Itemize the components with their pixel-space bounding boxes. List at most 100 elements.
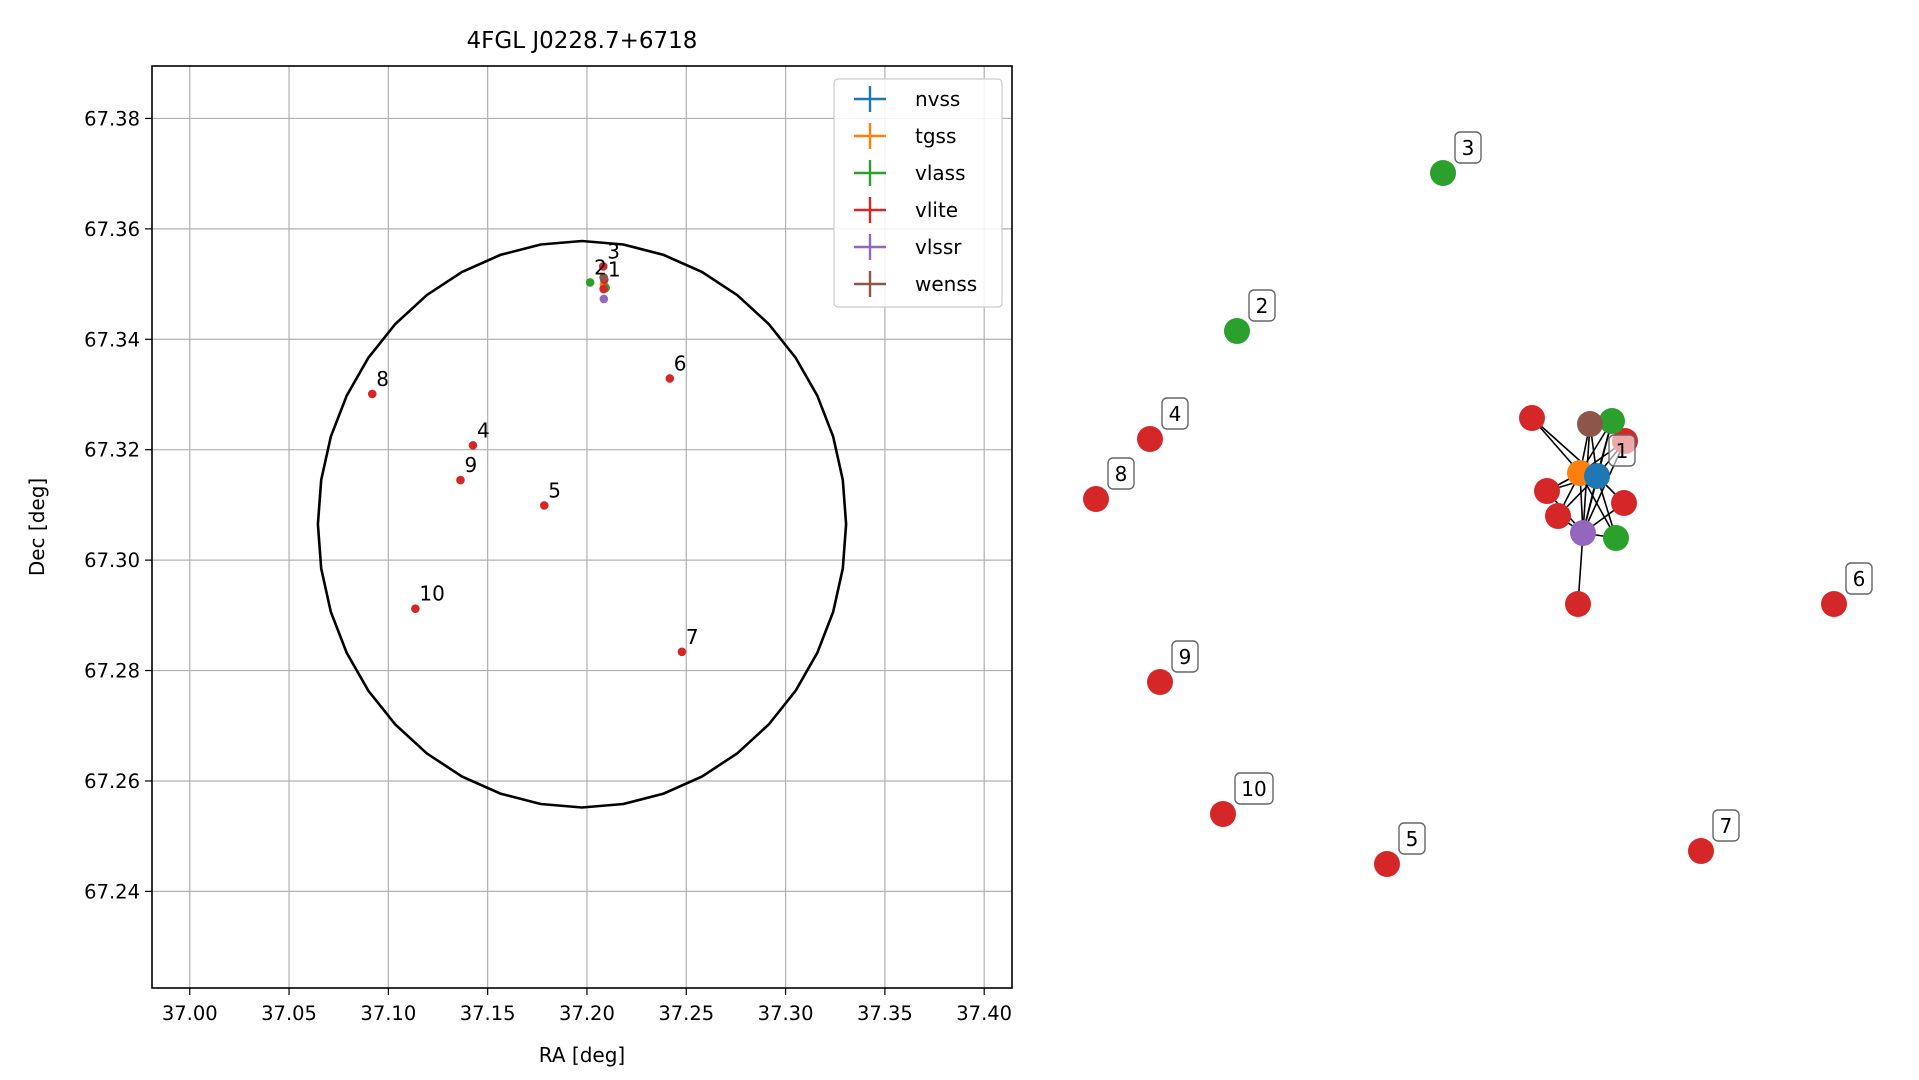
y-tick-label: 67.24 [84,880,140,903]
nvss-node [1584,463,1610,489]
point-label: 3 [607,239,620,263]
vlite-node [1611,490,1637,516]
vlite-node [1534,478,1560,504]
node-label: 4 [1169,402,1182,426]
x-tick-label: 37.30 [758,1002,814,1025]
node-label-box [1107,457,1135,490]
node-label: 6 [1853,567,1866,591]
legend-label: nvss [915,87,960,111]
legend-label: vlssr [915,235,962,259]
node-label: 9 [1179,645,1192,669]
legend: nvss tgss vlass vlite vlssr wenss [833,78,1003,308]
point-label: 2 [594,255,607,279]
y-tick-label: 67.36 [84,218,140,241]
wenss-point [599,273,608,282]
axis-ticks: 37.00 37.05 37.10 37.15 37.20 37.25 37.30 37.35… [84,107,1012,1025]
vlite-point [367,389,377,399]
legend-label: vlite [915,198,958,222]
vlite-point [599,284,608,294]
vlite-point [665,374,675,383]
node-label-box [1171,640,1199,673]
vlssr-point [599,294,609,304]
vlite-node [1519,405,1545,431]
node-label: 5 [1406,827,1419,851]
legend-label: wenss [915,272,977,296]
node-label: 8 [1115,462,1128,486]
point-annotations: 123 4 5 6 7 8 9 10 [376,239,698,648]
node-label-box [1248,289,1276,322]
node-label-box [1234,772,1274,805]
vlite-node [1688,838,1714,864]
vlite-node [1210,801,1236,827]
vlite-point [598,262,608,271]
node-label-box [1161,397,1189,430]
point-label: 8 [376,367,389,391]
legend-label: vlass [915,161,966,185]
point-label: 10 [419,582,444,606]
x-tick-label: 37.25 [658,1002,714,1025]
y-tick-label: 67.30 [84,549,140,572]
vlass-node [1430,160,1456,186]
chart-title: 4FGL J0228.7+6718 [467,28,698,54]
y-tick-label: 67.34 [84,328,140,351]
x-tick-label: 37.05 [261,1002,317,1025]
vlite-node [1137,426,1163,452]
y-tick-label: 67.38 [84,107,140,130]
legend-label: tgss [915,124,956,148]
vlite-node [1565,591,1591,617]
point-label: 7 [686,625,699,649]
x-tick-label: 37.15 [460,1002,516,1025]
point-label: 9 [464,453,477,477]
vlite-node [1545,503,1571,529]
network-graph: 1 2 3 4 8 6 9 10 5 7 [1083,131,1873,877]
vlite-point [411,604,420,614]
node-label-box [1608,434,1636,467]
vlite-point [677,647,687,657]
y-tick-label: 67.28 [84,660,140,683]
network-labels: 1 2 3 4 8 6 9 10 5 7 [1107,131,1873,855]
vlite-point [539,501,549,510]
point-label: 5 [548,478,561,502]
vlite-node [1147,669,1173,695]
vlass-node [1599,408,1625,434]
y-tick-label: 67.32 [84,439,140,462]
y-tick-label: 67.26 [84,770,140,793]
node-label-box [1845,562,1873,595]
search-circle [316,239,848,809]
vlite-node [1821,591,1847,617]
node-label: 2 [1256,294,1269,318]
vlite-node [1083,486,1109,512]
node-label: 10 [1241,777,1266,801]
vlssr-node [1570,520,1596,546]
x-tick-label: 37.20 [559,1002,615,1025]
vlite-node [1374,851,1400,877]
vlass-node [1224,318,1250,344]
node-label-box [1398,822,1426,855]
node-label-box [1712,809,1740,842]
vlass-node [1603,525,1629,551]
point-label: 4 [477,418,490,442]
node-label: 7 [1720,814,1733,838]
data-points [367,262,687,657]
network-nodes [1083,160,1847,877]
point-label: 1 [608,258,621,282]
vlass-point [585,278,595,287]
vlite-point [468,440,478,450]
x-tick-label: 37.00 [162,1002,218,1025]
search-radius-circle [316,239,848,809]
x-axis-label: RA [deg] [539,1043,625,1067]
vlite-point [456,475,465,485]
grid [152,66,1012,988]
node-label: 3 [1462,136,1475,160]
node-label: 1 [1616,439,1629,463]
y-axis-label: Dec [deg] [25,478,49,576]
node-label-box [1454,131,1482,164]
x-tick-label: 37.35 [857,1002,913,1025]
x-tick-label: 37.10 [360,1002,416,1025]
point-label: 6 [674,351,687,375]
plot-frame [151,65,1013,989]
x-tick-label: 37.40 [956,1002,1012,1025]
wenss-node [1577,411,1603,437]
